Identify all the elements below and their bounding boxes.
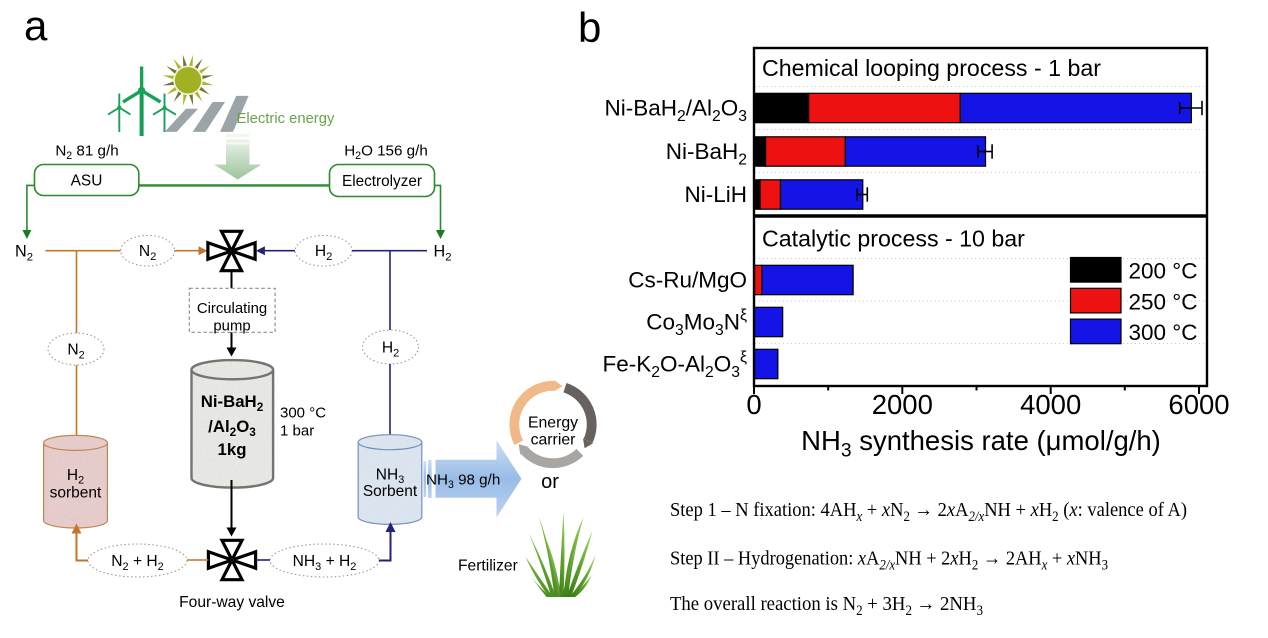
svg-text:H2: H2 xyxy=(67,467,84,487)
svg-text:1 bar: 1 bar xyxy=(280,423,314,440)
svg-text:Catalytic process - 10 bar: Catalytic process - 10 bar xyxy=(762,226,1025,252)
svg-text:Chemical looping process - 1 b: Chemical looping process - 1 bar xyxy=(762,55,1101,81)
svg-text:H2: H2 xyxy=(315,243,332,263)
svg-text:Four-way valve: Four-way valve xyxy=(179,594,285,611)
svg-text:sorbent: sorbent xyxy=(50,485,102,502)
svg-text:NH3 + H2: NH3 + H2 xyxy=(293,553,357,573)
svg-text:Cs-Ru/MgO: Cs-Ru/MgO xyxy=(628,268,747,293)
svg-text:2000: 2000 xyxy=(872,389,933,420)
svg-text:H2: H2 xyxy=(382,340,399,360)
svg-text:Fertilizer: Fertilizer xyxy=(458,558,518,575)
svg-text:pump: pump xyxy=(213,319,250,335)
svg-text:H2O 156 g/h: H2O 156 g/h xyxy=(344,143,428,163)
svg-text:NH3: NH3 xyxy=(376,467,404,487)
svg-text:b: b xyxy=(578,4,601,51)
svg-text:N2: N2 xyxy=(15,243,33,264)
svg-text:4000: 4000 xyxy=(1020,389,1081,420)
svg-text:Electric energy: Electric energy xyxy=(237,111,335,127)
svg-text:6000: 6000 xyxy=(1168,389,1229,420)
svg-text:200 °C: 200 °C xyxy=(1129,259,1198,284)
svg-text:Co3Mo3Nξ: Co3Mo3Nξ xyxy=(646,307,747,339)
svg-text:a: a xyxy=(24,2,48,49)
svg-text:Ni-LiH: Ni-LiH xyxy=(684,182,747,207)
svg-text:Step 1 – N fixation: 4AHx + xN: Step 1 – N fixation: 4AHx + xN2 → 2xA2/x… xyxy=(670,499,1187,525)
svg-text:Fe-K2O-Al2O3ξ: Fe-K2O-Al2O3ξ xyxy=(602,349,747,381)
svg-text:N2: N2 xyxy=(67,342,84,362)
svg-text:/Al2O3: /Al2O3 xyxy=(208,417,256,439)
svg-text:NH3 synthesis rate (μmol/g/h): NH3 synthesis rate (μmol/g/h) xyxy=(801,425,1161,462)
svg-text:H2: H2 xyxy=(434,243,452,264)
svg-text:Ni-BaH2: Ni-BaH2 xyxy=(201,392,264,414)
svg-text:Ni-BaH2/Al2O3: Ni-BaH2/Al2O3 xyxy=(605,96,748,125)
svg-text:0: 0 xyxy=(746,389,761,420)
svg-text:300 °C: 300 °C xyxy=(280,405,326,422)
svg-text:N2: N2 xyxy=(139,243,156,263)
svg-text:300 °C: 300 °C xyxy=(1129,320,1198,345)
svg-text:Circulating: Circulating xyxy=(197,301,267,317)
svg-text:NH3 98 g/h: NH3 98 g/h xyxy=(426,472,500,492)
svg-text:250 °C: 250 °C xyxy=(1129,289,1198,314)
svg-text:Sorbent: Sorbent xyxy=(363,483,418,500)
svg-text:N2 81 g/h: N2 81 g/h xyxy=(55,143,118,163)
svg-text:or: or xyxy=(541,471,559,493)
svg-text:carrier: carrier xyxy=(531,432,576,449)
svg-text:1kg: 1kg xyxy=(218,440,247,459)
svg-text:Electrolyzer: Electrolyzer xyxy=(342,173,422,190)
svg-text:Ni-BaH2: Ni-BaH2 xyxy=(666,139,747,168)
svg-text:N2 + H2: N2 + H2 xyxy=(111,553,163,573)
svg-text:Energy: Energy xyxy=(528,415,578,432)
svg-text:Step II – Hydrogenation: xA2/x: Step II – Hydrogenation: xA2/xNH + 2xH2 … xyxy=(670,548,1108,574)
svg-text:The overall reaction is N2 + 3: The overall reaction is N2 + 3H2 → 2NH3 xyxy=(670,593,983,619)
svg-text:ASU: ASU xyxy=(71,173,103,190)
